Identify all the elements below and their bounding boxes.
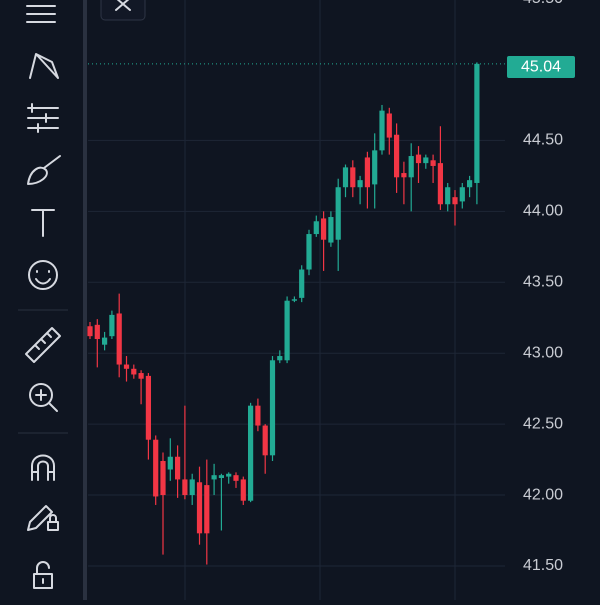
candle-body: [350, 167, 356, 188]
emoji-tool[interactable]: [28, 260, 58, 290]
candle-body: [321, 218, 327, 240]
candle-body: [342, 167, 349, 188]
candle-body: [102, 337, 108, 345]
y-tick-label: 42.00: [523, 486, 563, 503]
close-icon: [115, 0, 131, 11]
y-tick-label: 43.50: [523, 273, 563, 290]
candle-body: [189, 479, 195, 496]
y-tick-label: 42.50: [523, 415, 563, 432]
candle-body: [153, 439, 159, 497]
y-tick-label: 44.00: [523, 203, 563, 220]
candle-body: [211, 475, 217, 480]
candle-body: [233, 475, 239, 481]
candle-body: [459, 187, 465, 202]
candle-body: [401, 173, 407, 178]
ruler-tool[interactable]: [25, 327, 61, 363]
zoom-icon: [35, 389, 58, 412]
candle-body: [131, 368, 137, 375]
candle-body: [364, 157, 370, 188]
y-tick-label: 41.50: [523, 557, 563, 574]
candle-body: [467, 180, 473, 188]
lines-tool[interactable]: [26, 5, 56, 23]
candle-body: [160, 460, 166, 496]
candle-body: [335, 187, 341, 240]
toolbar: [18, 5, 68, 589]
candle-body: [284, 300, 290, 361]
candle-body: [138, 373, 144, 379]
candle-body: [474, 63, 480, 183]
time-grid: [184, 0, 456, 600]
brush-tool[interactable]: [27, 155, 61, 185]
lock-drawings-tool[interactable]: [27, 505, 59, 531]
candle-body: [116, 313, 122, 365]
y-tick-label: 43.00: [523, 344, 563, 361]
candle-body: [437, 163, 443, 205]
last-price-label: 45.04: [521, 59, 561, 76]
candle-body: [226, 473, 232, 477]
candle-body: [196, 482, 203, 534]
plot: [87, 62, 505, 567]
candle-body: [313, 221, 319, 235]
candle-body: [277, 356, 283, 361]
candle-body: [182, 479, 188, 496]
candle-body: [145, 375, 151, 440]
lock-tool[interactable]: [33, 561, 53, 589]
candle-body: [218, 475, 224, 479]
candle-body: [299, 269, 305, 298]
candle-body: [415, 154, 422, 164]
candle-body: [123, 364, 130, 369]
y-tick-label: 44.50: [523, 132, 563, 149]
candle-body: [408, 156, 414, 178]
text-tool[interactable]: [31, 209, 55, 237]
candle-body: [394, 134, 400, 178]
pattern-tool[interactable]: [29, 53, 59, 79]
fib-tool[interactable]: [27, 103, 59, 133]
emoji-face: [35, 270, 51, 285]
candle-body: [357, 180, 363, 188]
candle-body: [248, 405, 254, 501]
candle-body: [452, 197, 458, 205]
close-button[interactable]: [100, 0, 146, 21]
candle-body: [87, 326, 93, 337]
candle-body: [291, 299, 297, 301]
candle-body: [372, 150, 378, 185]
candle-body: [306, 234, 312, 270]
candle-body: [262, 425, 268, 456]
candle-body: [109, 314, 115, 337]
candle-body: [240, 479, 246, 501]
y-tick-label: 45.50: [523, 0, 563, 7]
candle-body: [430, 160, 436, 166]
candle-body: [175, 456, 181, 480]
candle-body: [328, 217, 334, 243]
candle-body: [445, 187, 451, 205]
candle-body: [379, 110, 385, 151]
candle-body: [386, 113, 392, 138]
candle-body: [423, 157, 429, 164]
candle-body: [94, 324, 100, 340]
candle-body: [269, 360, 276, 456]
candle-body: [255, 405, 261, 426]
magnet-tool[interactable]: [31, 454, 55, 481]
candle-body: [204, 485, 210, 534]
candle-body: [167, 456, 173, 470]
last-price-badge: [507, 56, 575, 78]
zoom-tool[interactable]: [29, 383, 53, 407]
